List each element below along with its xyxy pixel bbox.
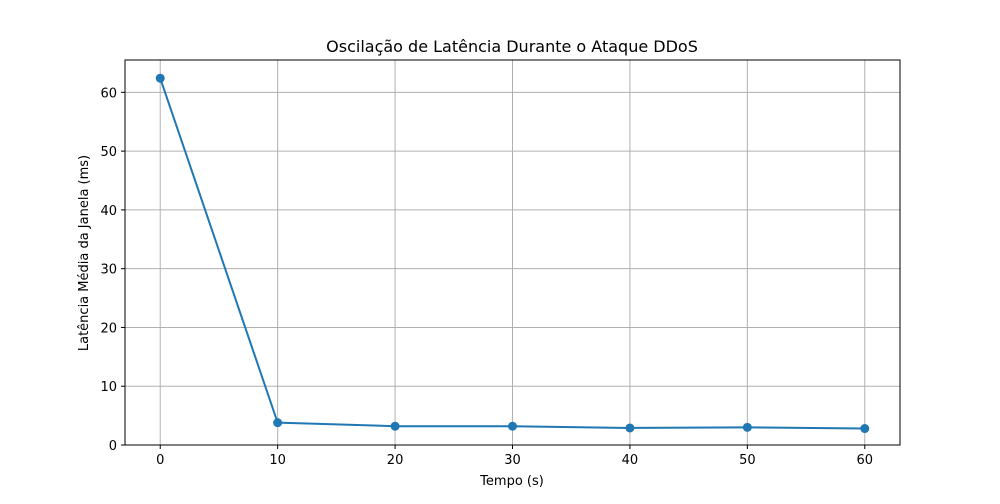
data-point xyxy=(742,422,752,432)
y-tick-label: 10 xyxy=(100,380,117,395)
x-axis-label: Tempo (s) xyxy=(479,474,544,489)
grid xyxy=(125,60,900,446)
data-point xyxy=(625,423,635,433)
data-point xyxy=(273,418,283,428)
data-point xyxy=(155,73,165,83)
x-tick-label: 30 xyxy=(504,453,521,468)
y-tick-label: 20 xyxy=(100,321,117,336)
data-point xyxy=(390,421,400,431)
x-tick-label: 10 xyxy=(269,453,286,468)
axes: 0 10 20 30 40 50 60 0 10 20 30 40 50 60 xyxy=(100,59,901,468)
data-point xyxy=(508,421,517,431)
data-point xyxy=(860,424,870,434)
y-tick-label: 0 xyxy=(109,439,117,454)
chart-title: Oscilação de Latência Durante o Ataque D… xyxy=(326,37,698,56)
y-tick-label: 50 xyxy=(100,145,117,160)
y-tick-label: 30 xyxy=(100,263,117,278)
x-tick-label: 60 xyxy=(856,453,873,468)
x-tick-label: 50 xyxy=(739,453,756,468)
y-axis-label: Latência Média da Janela (ms) xyxy=(77,155,92,351)
y-tick-label: 60 xyxy=(100,86,117,101)
x-tick-label: 20 xyxy=(387,453,404,468)
y-tick-label: 40 xyxy=(100,204,117,219)
x-tick-label: 40 xyxy=(622,453,639,468)
series-layer xyxy=(155,73,870,434)
x-tick-label: 0 xyxy=(156,453,164,468)
